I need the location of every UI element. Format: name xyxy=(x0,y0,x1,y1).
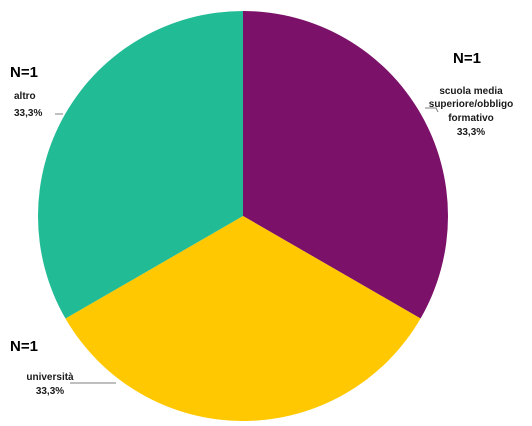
pie-slice-altro xyxy=(37,11,243,319)
pie-slice-universita xyxy=(65,216,421,422)
slice-label-scuola-media-line-2: superiore/obbligo xyxy=(429,99,513,110)
slice-percent-universita: 33,3% xyxy=(36,386,64,397)
slice-label-universita: università xyxy=(26,372,74,383)
slice-percent-scuola-media: 33,3% xyxy=(457,127,485,138)
leader-line-scuola-media xyxy=(425,107,439,113)
pie-slice-scuola-media xyxy=(243,11,449,319)
slice-label-altro: altro xyxy=(14,91,36,102)
slices-layer xyxy=(37,11,449,422)
n-label-universita: N=1 xyxy=(10,338,38,355)
slice-label-scuola-media-line-3: formativo xyxy=(448,113,494,124)
slice-label-group-altro: N=1 altro 33,3% xyxy=(10,64,42,119)
slice-label-scuola-media-line-1: scuola media xyxy=(439,86,503,97)
slice-percent-altro: 33,3% xyxy=(14,108,42,119)
leader-lines-layer xyxy=(55,107,439,384)
n-label-scuola-media: N=1 xyxy=(453,50,481,67)
n-label-altro: N=1 xyxy=(10,64,38,81)
slice-label-group-scuola-media: N=1 scuola media superiore/obbligo forma… xyxy=(429,50,513,138)
slice-label-group-universita: N=1 università 33,3% xyxy=(10,338,74,397)
